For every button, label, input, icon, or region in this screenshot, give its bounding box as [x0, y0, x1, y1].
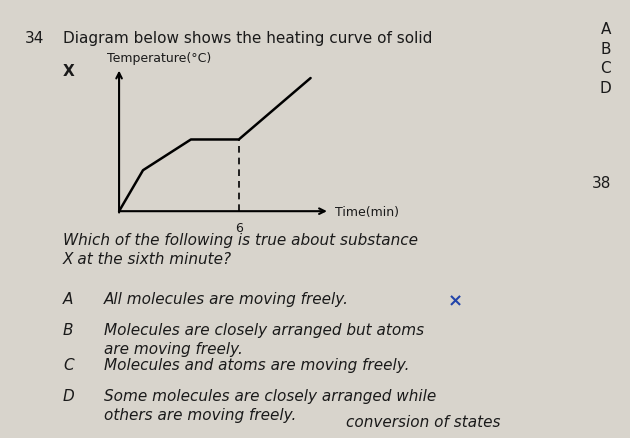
Text: 6: 6: [235, 222, 243, 235]
Text: B: B: [600, 42, 611, 57]
Text: 38: 38: [592, 175, 611, 190]
Text: Molecules are closely arranged but atoms
are moving freely.: Molecules are closely arranged but atoms…: [104, 322, 424, 357]
Text: D: D: [599, 81, 611, 96]
Text: A: A: [63, 291, 73, 306]
Text: ×: ×: [447, 291, 462, 309]
Text: B: B: [63, 322, 74, 337]
Text: Time(min): Time(min): [335, 205, 399, 218]
Text: D: D: [63, 388, 75, 403]
Text: Some molecules are closely arranged while
others are moving freely.: Some molecules are closely arranged whil…: [104, 388, 436, 422]
Text: Which of the following is true about substance
X at the sixth minute?: Which of the following is true about sub…: [63, 232, 418, 267]
Text: Temperature(°C): Temperature(°C): [107, 52, 211, 64]
Text: C: C: [63, 357, 74, 372]
Text: Molecules and atoms are moving freely.: Molecules and atoms are moving freely.: [104, 357, 410, 372]
Text: X: X: [63, 64, 75, 78]
Text: Diagram below shows the heating curve of solid: Diagram below shows the heating curve of…: [63, 31, 432, 46]
Text: A: A: [601, 22, 611, 37]
Text: All molecules are moving freely.: All molecules are moving freely.: [104, 291, 349, 306]
Text: 34: 34: [25, 31, 45, 46]
Text: conversion of states: conversion of states: [346, 414, 501, 429]
Text: C: C: [600, 61, 611, 76]
